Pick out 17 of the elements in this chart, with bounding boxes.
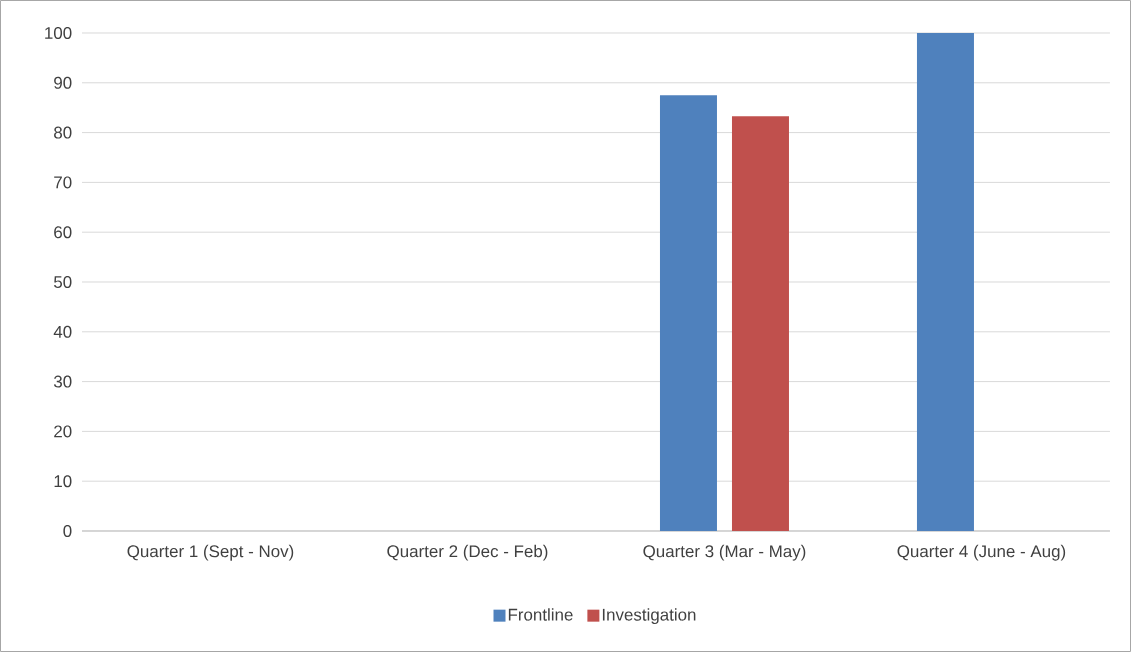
x-tick-label: Quarter 2 (Dec - Feb) (387, 544, 548, 561)
y-tick-label: 40 (53, 325, 72, 338)
x-tick-label: Quarter 1 (Sept - Nov) (127, 544, 294, 561)
x-tick-label: Quarter 4 (June - Aug) (897, 544, 1066, 561)
legend-label: Frontline (508, 608, 573, 621)
y-tick-label: 10 (54, 475, 72, 488)
y-tick-label: 70 (54, 176, 72, 189)
legend-label: Investigation (602, 608, 696, 625)
y-tick-label: 90 (54, 76, 72, 89)
y-tick-label: 100 (45, 27, 72, 39)
y-tick-label: 0 (63, 525, 72, 537)
y-tick-label: 50 (53, 276, 72, 288)
y-tick-label: 20 (54, 425, 72, 438)
x-tick-label: Quarter 3 (Mar - May) (643, 544, 806, 561)
y-tick-label: 30 (53, 375, 72, 388)
y-tick-label: 80 (54, 126, 72, 139)
y-tick-label: 60 (54, 226, 72, 239)
